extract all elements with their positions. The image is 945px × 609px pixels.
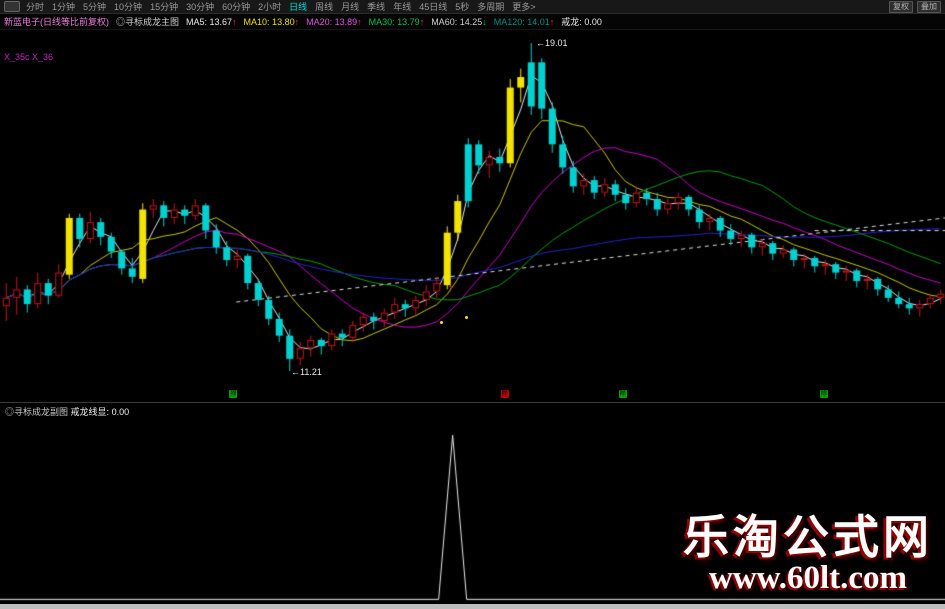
- period-toolbar: 分时 1分钟 5分钟 10分钟 15分钟 30分钟 60分钟 2小时 日线 周线 月线 季线 年线 45日…: [0, 0, 945, 14]
- ex-rights-marker-icon: 除: [820, 390, 829, 398]
- period-tab[interactable]: 周线: [315, 2, 334, 12]
- period-tab[interactable]: 日线: [289, 2, 308, 12]
- signal-line-value: 0.00: [111, 407, 130, 417]
- toolbar-button[interactable]: 叠加: [917, 0, 941, 13]
- bottom-scrollbar[interactable]: [0, 604, 945, 609]
- formula-vars-label: X_35c X_36: [4, 52, 54, 62]
- period-tab[interactable]: 月线: [341, 2, 360, 12]
- watermark-site-url: www.60lt.com: [709, 560, 907, 597]
- main-chart-area[interactable]: X_35c X_36 ←19.01 ←11.21 ↑ 除 除 除 除: [0, 30, 945, 401]
- period-tab[interactable]: 60分钟: [222, 2, 251, 12]
- main-indicator-name: ◎寻标成龙主图: [116, 17, 180, 27]
- period-tab[interactable]: 分时: [26, 2, 45, 12]
- toolbar-right-buttons: 复权 叠加: [889, 0, 941, 13]
- jielong-value: 戒龙: 0.00: [561, 17, 602, 27]
- stock-title: 新蓝电子(日线等比前复权): [4, 17, 109, 27]
- ma-readout: MA120: 14.01↑: [493, 16, 555, 27]
- ma-trend-arrow-icon: ↓: [482, 16, 487, 27]
- period-tab[interactable]: 15分钟: [150, 2, 179, 12]
- period-tab[interactable]: 30分钟: [186, 2, 215, 12]
- period-tab[interactable]: 5分钟: [83, 2, 107, 12]
- ex-rights-marker-icon: 除: [229, 390, 238, 398]
- candlestick-canvas[interactable]: [0, 30, 945, 401]
- buy-signal-arrow-icon: ↑: [447, 282, 454, 295]
- ma-readout: MA10: 13.80↑: [243, 16, 300, 27]
- ma-trend-arrow-icon: ↑: [294, 16, 300, 27]
- ex-rights-marker-icon: 除: [618, 390, 627, 398]
- low-price-annotation: ←11.21: [291, 367, 322, 377]
- sub-indicator-name: ◎寻标成龙副图: [5, 407, 69, 417]
- ma-value-list: MA5: 13.67↑ MA10: 13.80↑ MA20: 13.89↑ MA30:…: [186, 17, 554, 27]
- period-tab[interactable]: 1分钟: [52, 2, 76, 12]
- indicator-info-bar: 新蓝电子(日线等比前复权) ◎寻标成龙主图 MA5: 13.67↑ MA10: 1…: [0, 14, 945, 30]
- period-tab[interactable]: 年线: [393, 2, 412, 12]
- watermark-site-name: 乐淘公式网: [683, 511, 933, 564]
- period-tab[interactable]: 5秒: [455, 2, 470, 12]
- period-tab[interactable]: 10分钟: [114, 2, 143, 12]
- period-tab[interactable]: 更多>: [512, 2, 536, 12]
- period-tab[interactable]: 2小时: [258, 2, 282, 12]
- toolbar-button[interactable]: 复权: [889, 0, 913, 13]
- ma-readout: MA5: 13.67↑: [186, 16, 237, 27]
- ma-readout: MA30: 13.79↑: [368, 16, 425, 27]
- signal-sub-panel[interactable]: ◎寻标成龙副图 戒龙线显: 0.00 乐淘公式网 www.60lt.com: [0, 402, 945, 605]
- ma-trend-arrow-icon: ↑: [549, 16, 555, 27]
- signal-canvas[interactable]: [0, 404, 945, 605]
- ma-trend-arrow-icon: ↑: [419, 16, 425, 27]
- high-price-annotation: ←19.01: [536, 38, 568, 48]
- watermark: 乐淘公式网 www.60lt.com: [683, 513, 933, 596]
- period-tab[interactable]: 季线: [367, 2, 386, 12]
- app-icon[interactable]: [4, 1, 20, 12]
- ma-trend-arrow-icon: ↑: [232, 16, 237, 27]
- ex-rights-marker-icon: 除: [500, 390, 509, 398]
- signal-line-label: 戒龙线显:: [70, 407, 110, 417]
- ma-trend-arrow-icon: ↑: [357, 16, 362, 27]
- ma-readout: MA20: 13.89↑: [306, 16, 362, 27]
- period-tab[interactable]: 45日线: [419, 2, 448, 12]
- sparkle-dot-icon: [440, 321, 444, 325]
- sub-panel-header: ◎寻标成龙副图 戒龙线显: 0.00: [5, 405, 129, 418]
- period-tab-list: 分时 1分钟 5分钟 10分钟 15分钟 30分钟 60分钟 2小时 日线 周线 月线 季线 年线 45日…: [26, 0, 544, 13]
- ma-readout: MA60: 14.25↓: [431, 16, 487, 27]
- period-tab[interactable]: 多周期: [477, 2, 505, 12]
- sparkle-dot-icon: [464, 316, 468, 320]
